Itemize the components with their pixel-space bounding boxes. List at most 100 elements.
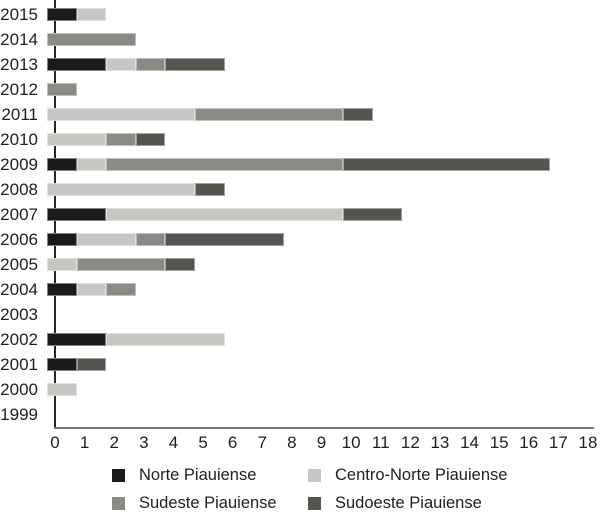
chart-row: 2013: [0, 52, 596, 77]
x-axis-tick-label: 1: [79, 433, 90, 452]
x-axis-tick-label: 15: [489, 433, 509, 452]
bar-segment-centro-norte-piauiense: [47, 183, 196, 196]
y-axis-label: 2006: [0, 230, 38, 249]
bar-segment-sudeste-piauiense: [47, 33, 136, 46]
chart-row: 2009: [0, 152, 596, 177]
y-axis-label: 2007: [0, 205, 38, 224]
x-axis-tick-label: 13: [430, 433, 450, 452]
y-axis-label: 2010: [0, 130, 38, 149]
bar-segment-norte-piauiense: [47, 333, 107, 346]
bar-track: [47, 133, 596, 146]
bar-segment-centro-norte-piauiense: [106, 208, 344, 221]
legend-item-centro-norte-piauiense: Centro-Norte Piauiense: [308, 466, 507, 484]
bar-segment-sudeste-piauiense: [47, 83, 77, 96]
x-axis: 0 1 2 3 4 5 6 7 8 9 10 11 12 13 14 15 16 17 18: [0, 433, 600, 455]
bar-track: [47, 383, 596, 396]
bar-segment-sudoeste-piauiense: [76, 358, 107, 371]
chart-row: 2003: [0, 302, 596, 327]
bar-track: [47, 283, 596, 296]
chart-row: 2006: [0, 227, 596, 252]
bar-track: [47, 208, 596, 221]
bar-segment-centro-norte-piauiense: [106, 333, 225, 346]
bar-segment-centro-norte-piauiense: [76, 283, 107, 296]
legend-swatch-icon: [112, 496, 125, 510]
chart-row: 2004: [0, 277, 596, 302]
chart-row: 2010: [0, 127, 596, 152]
bar-track: [47, 58, 596, 71]
y-axis-label: 2003: [0, 305, 38, 324]
bar-segment-centro-norte-piauiense: [47, 133, 107, 146]
x-axis-tick-label: 0: [50, 433, 60, 452]
bar-segment-centro-norte-piauiense: [106, 58, 136, 71]
x-axis-tick-label: 8: [287, 433, 297, 452]
bar-segment-sudeste-piauiense: [135, 58, 166, 71]
bar-segment-sudoeste-piauiense: [165, 233, 284, 246]
bar-segment-sudeste-piauiense: [195, 108, 344, 121]
y-axis-label: 2001: [0, 355, 38, 374]
x-axis-tick-label: 18: [578, 433, 598, 452]
x-axis-tick-label: 9: [316, 433, 327, 452]
legend-swatch-icon: [112, 468, 125, 482]
x-axis-tick-label: 7: [257, 433, 267, 452]
bar-segment-centro-norte-piauiense: [76, 158, 107, 171]
legend: Norte Piauiense Centro-Norte Piauiense Sud…: [112, 466, 507, 512]
x-axis-tick-label: 5: [198, 433, 208, 452]
chart-row: 2001: [0, 352, 596, 377]
bar-segment-sudoeste-piauiense: [135, 133, 166, 146]
bar-track: [47, 358, 596, 371]
bar-segment-sudeste-piauiense: [106, 133, 136, 146]
bar-track: [47, 33, 596, 46]
bar-segment-sudeste-piauiense: [106, 283, 136, 296]
bar-segment-norte-piauiense: [47, 58, 107, 71]
chart-row: 2011: [0, 102, 596, 127]
x-axis-tick-label: 17: [548, 433, 568, 452]
bar-segment-norte-piauiense: [47, 208, 107, 221]
legend-item-norte-piauiense: Norte Piauiense: [112, 466, 308, 484]
y-axis-label: 2009: [0, 155, 38, 174]
chart-row: 2014: [0, 27, 596, 52]
x-axis-tick-label: 4: [168, 433, 179, 452]
chart-row: 2005: [0, 252, 596, 277]
y-axis-label: 2013: [0, 55, 38, 74]
bar-segment-sudoeste-piauiense: [343, 208, 403, 221]
y-axis-label: 2015: [0, 5, 38, 24]
bar-segment-norte-piauiense: [47, 158, 77, 171]
bar-segment-norte-piauiense: [47, 8, 77, 21]
legend-swatch-icon: [308, 468, 321, 482]
bar-track: [47, 233, 596, 246]
x-axis-tick-label: 6: [227, 433, 238, 452]
bar-segment-sudoeste-piauiense: [343, 108, 373, 121]
chart-row: 2000: [0, 377, 596, 402]
legend-item-sudoeste-piauiense: Sudoeste Piauiense: [308, 494, 507, 512]
bar-segment-sudeste-piauiense: [106, 158, 344, 171]
bar-track: [47, 408, 596, 421]
y-axis-label: 2004: [0, 280, 38, 299]
chart-row: 2008: [0, 177, 596, 202]
bar-track: [47, 8, 596, 21]
x-axis-tick-label: 12: [400, 433, 420, 452]
bar-segment-norte-piauiense: [47, 358, 77, 371]
y-axis-label: 2008: [0, 180, 38, 199]
x-axis-tick-label: 11: [371, 433, 390, 452]
x-axis-line: [54, 427, 594, 429]
legend-label: Sudeste Piauiense: [139, 493, 277, 512]
bar-segment-norte-piauiense: [47, 283, 77, 296]
bar-segment-centro-norte-piauiense: [47, 383, 77, 396]
y-axis-label: 1999: [0, 405, 38, 424]
chart-row: 2007: [0, 202, 596, 227]
bar-segment-sudoeste-piauiense: [165, 58, 225, 71]
bar-segment-sudoeste-piauiense: [343, 158, 551, 171]
bar-track: [47, 83, 596, 96]
bar-segment-sudeste-piauiense: [135, 233, 166, 246]
x-axis-tick-label: 14: [460, 433, 479, 452]
y-axis-label: 2014: [0, 30, 38, 49]
chart-row: 2002: [0, 327, 596, 352]
bar-segment-centro-norte-piauiense: [76, 8, 107, 21]
plot-area: 2015 2014 2013 2012 2011 2010 2009 2008 2007 2006…: [0, 2, 596, 427]
y-axis-label: 2002: [0, 330, 38, 349]
legend-label: Sudoeste Piauiense: [335, 493, 482, 512]
x-axis-tick-label: 3: [139, 433, 149, 452]
legend-item-sudeste-piauiense: Sudeste Piauiense: [112, 494, 308, 512]
bar-segment-centro-norte-piauiense: [47, 108, 196, 121]
